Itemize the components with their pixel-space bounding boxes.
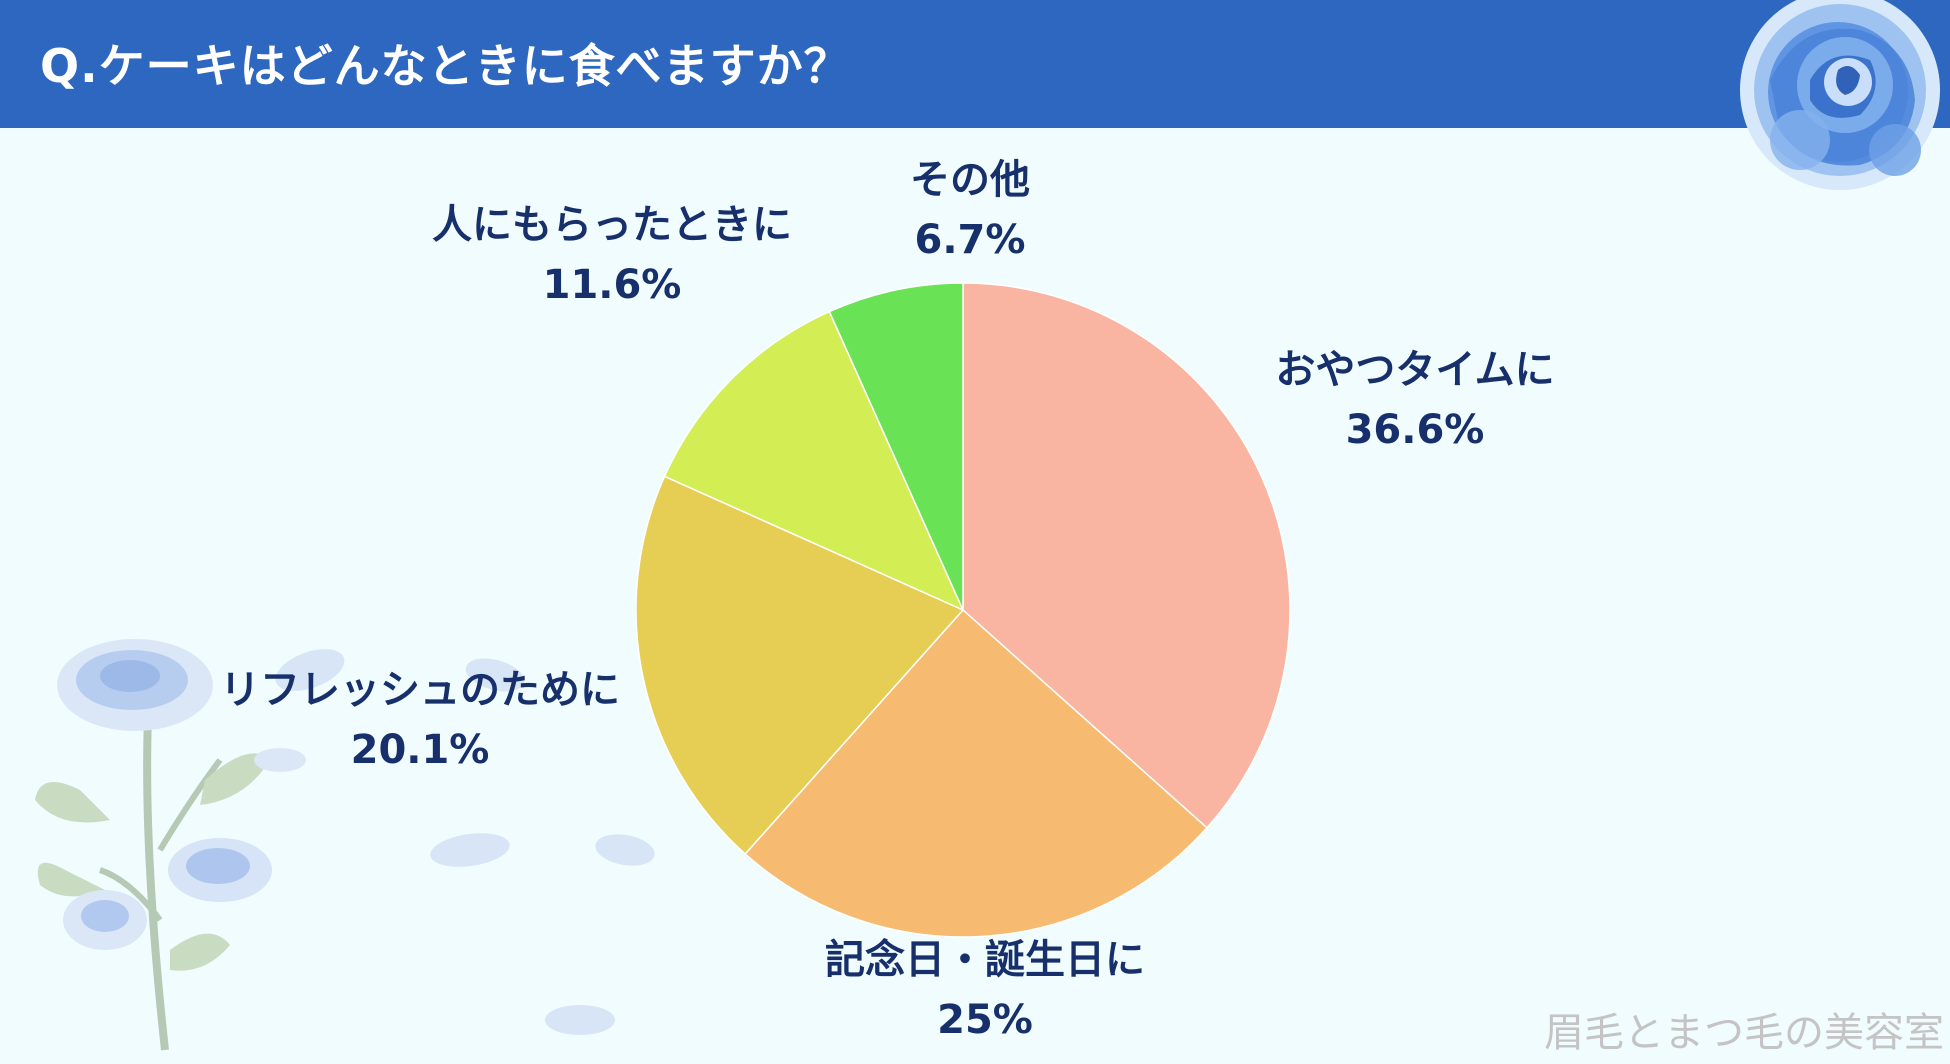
petal-icon — [275, 649, 345, 691]
petal-icon — [465, 658, 525, 692]
header-bar: Q.ケーキはどんなときに食べますか？ — [0, 0, 1950, 128]
slice-label-kinenbi: 記念日・誕生日に 25% — [825, 930, 1145, 1050]
petal-icon — [430, 833, 510, 867]
slice-label-text: リフレッシュのために — [220, 667, 620, 713]
slice-value-text: 20.1% — [350, 727, 490, 773]
pie-slice-1 — [962, 282, 1291, 829]
petal-icon — [595, 834, 655, 866]
pie-slice-4 — [663, 310, 965, 612]
slice-value-text: 25% — [937, 997, 1033, 1043]
slice-label-sonota: その他 6.7% — [910, 150, 1030, 270]
pie-slice-3 — [635, 475, 965, 855]
blue-rose-stem-icon — [35, 639, 272, 1051]
pie-slice-5 — [828, 282, 964, 611]
slice-label-text: 記念日・誕生日に — [825, 937, 1145, 983]
petal-icon — [254, 748, 306, 772]
pie-slice-2 — [744, 608, 1208, 938]
slice-label-text: その他 — [910, 157, 1030, 203]
blue-rose-icon — [1740, 0, 1940, 190]
question-title: Q.ケーキはどんなときに食べますか？ — [40, 39, 851, 93]
watermark-text: 眉毛とまつ毛の美容室 — [1544, 1010, 1944, 1056]
slice-label-refresh: リフレッシュのために 20.1% — [220, 660, 620, 780]
petal-icon — [545, 1005, 615, 1035]
slice-label-text: おやつタイムに — [1275, 347, 1555, 393]
slice-label-text: 人にもらったときに — [432, 202, 792, 248]
slice-label-moratta: 人にもらったときに 11.6% — [432, 195, 792, 315]
slice-value-text: 11.6% — [542, 262, 682, 308]
slice-value-text: 36.6% — [1345, 407, 1485, 453]
slice-label-oyatsu: おやつタイムに 36.6% — [1275, 340, 1554, 460]
slice-value-text: 6.7% — [914, 217, 1026, 263]
